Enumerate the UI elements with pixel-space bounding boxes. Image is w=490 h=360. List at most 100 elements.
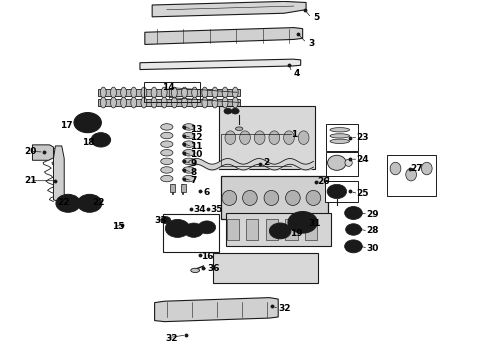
Text: 24: 24 <box>356 155 369 164</box>
Bar <box>325 181 358 202</box>
Circle shape <box>91 133 111 147</box>
Text: 27: 27 <box>410 164 423 173</box>
Ellipse shape <box>183 132 195 139</box>
Ellipse shape <box>330 134 349 138</box>
Text: 13: 13 <box>190 125 203 134</box>
Bar <box>326 124 358 151</box>
Circle shape <box>80 117 96 129</box>
Ellipse shape <box>284 131 294 144</box>
Bar <box>326 152 358 176</box>
Text: 28: 28 <box>366 226 379 235</box>
Ellipse shape <box>172 87 177 98</box>
Text: 20: 20 <box>24 147 37 156</box>
Text: 32: 32 <box>278 304 291 313</box>
Ellipse shape <box>345 159 352 166</box>
Text: 8: 8 <box>190 168 196 177</box>
Ellipse shape <box>182 97 187 108</box>
Circle shape <box>74 113 101 133</box>
Ellipse shape <box>254 131 265 144</box>
Text: 2: 2 <box>264 158 270 167</box>
Ellipse shape <box>183 141 195 147</box>
Text: 7: 7 <box>190 176 196 185</box>
Bar <box>213 253 318 283</box>
Circle shape <box>231 108 239 114</box>
Ellipse shape <box>328 155 346 170</box>
Polygon shape <box>145 28 303 44</box>
Bar <box>144 82 200 102</box>
Ellipse shape <box>111 87 117 98</box>
Circle shape <box>184 223 203 237</box>
Polygon shape <box>152 1 306 17</box>
Text: 19: 19 <box>290 229 303 238</box>
Text: 17: 17 <box>60 121 73 130</box>
Ellipse shape <box>264 190 279 206</box>
Ellipse shape <box>269 131 280 144</box>
Text: 22: 22 <box>93 198 105 207</box>
Text: 23: 23 <box>356 133 369 142</box>
Ellipse shape <box>151 87 157 98</box>
Circle shape <box>349 210 358 216</box>
Circle shape <box>56 194 80 212</box>
Ellipse shape <box>161 158 173 165</box>
Text: 29: 29 <box>366 210 379 219</box>
Bar <box>266 219 278 240</box>
Circle shape <box>161 217 171 224</box>
Ellipse shape <box>298 131 309 144</box>
Ellipse shape <box>212 97 218 108</box>
Circle shape <box>345 224 361 235</box>
Circle shape <box>270 223 291 239</box>
Circle shape <box>327 184 346 199</box>
Ellipse shape <box>192 97 197 108</box>
Text: 15: 15 <box>112 222 124 231</box>
Bar <box>98 89 240 96</box>
Polygon shape <box>155 298 278 321</box>
Text: 36: 36 <box>207 265 220 274</box>
Circle shape <box>274 226 286 235</box>
Bar <box>285 219 297 240</box>
Ellipse shape <box>243 190 257 206</box>
Ellipse shape <box>232 97 238 108</box>
Ellipse shape <box>406 168 416 181</box>
Ellipse shape <box>222 97 228 108</box>
Ellipse shape <box>183 158 195 165</box>
Circle shape <box>165 220 190 237</box>
Ellipse shape <box>202 87 208 98</box>
Ellipse shape <box>121 87 126 98</box>
Ellipse shape <box>161 132 173 139</box>
Bar <box>220 176 328 220</box>
Ellipse shape <box>232 87 238 98</box>
Text: 3: 3 <box>309 39 315 48</box>
Text: 33: 33 <box>155 216 167 225</box>
Text: 25: 25 <box>356 189 369 198</box>
Ellipse shape <box>183 167 195 173</box>
Circle shape <box>224 108 232 114</box>
Text: 18: 18 <box>82 138 95 147</box>
Bar <box>181 184 186 192</box>
Ellipse shape <box>222 190 237 206</box>
Ellipse shape <box>236 127 243 131</box>
Ellipse shape <box>202 97 208 108</box>
Bar <box>98 99 240 107</box>
Text: 16: 16 <box>201 252 214 261</box>
Ellipse shape <box>421 162 432 175</box>
Ellipse shape <box>240 131 250 144</box>
Ellipse shape <box>161 149 173 156</box>
Bar <box>163 214 220 252</box>
Circle shape <box>349 243 358 249</box>
Text: 10: 10 <box>190 150 203 159</box>
Text: 1: 1 <box>292 130 297 139</box>
Text: 32: 32 <box>166 334 178 343</box>
Text: 35: 35 <box>211 205 223 214</box>
Ellipse shape <box>161 87 167 98</box>
Ellipse shape <box>182 87 187 98</box>
Circle shape <box>349 226 357 232</box>
Text: 4: 4 <box>294 69 300 78</box>
Ellipse shape <box>141 87 147 98</box>
Ellipse shape <box>183 175 195 182</box>
Ellipse shape <box>111 97 117 108</box>
Ellipse shape <box>306 190 321 206</box>
Circle shape <box>288 212 318 233</box>
Ellipse shape <box>161 124 173 130</box>
Ellipse shape <box>121 97 126 108</box>
Text: 6: 6 <box>203 188 210 197</box>
